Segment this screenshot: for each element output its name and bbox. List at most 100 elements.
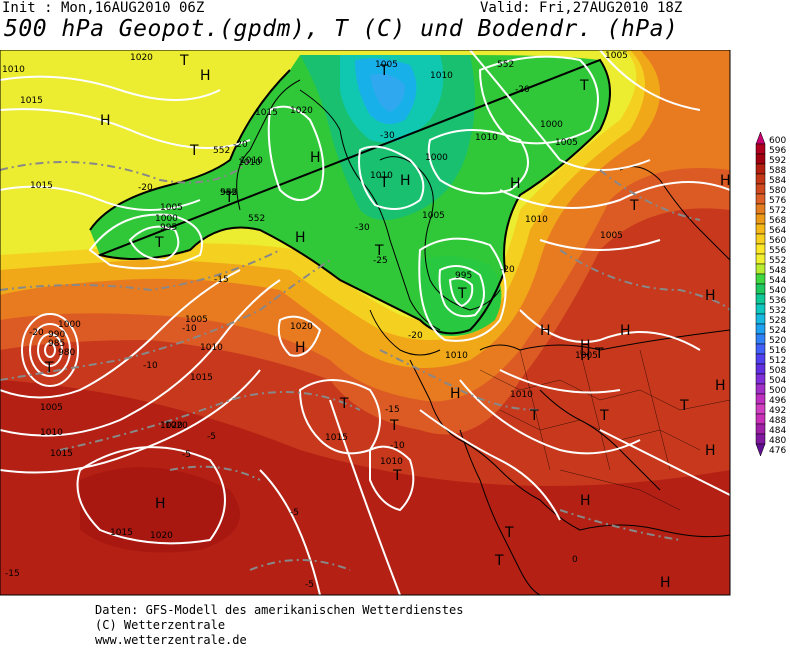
svg-text:-15: -15 — [5, 569, 20, 579]
scale-swatch — [755, 403, 766, 415]
svg-text:1020: 1020 — [130, 53, 153, 63]
svg-text:1005: 1005 — [422, 211, 445, 221]
scale-value: 580 — [769, 186, 786, 196]
svg-text:1005: 1005 — [600, 231, 623, 241]
high-label: H — [705, 288, 716, 304]
svg-text:980: 980 — [58, 348, 75, 358]
scale-value: 564 — [769, 226, 786, 236]
scale-value: 500 — [769, 386, 786, 396]
svg-text:-15: -15 — [385, 405, 400, 415]
scale-value: 508 — [769, 366, 786, 376]
scale-value: 488 — [769, 416, 786, 426]
svg-text:1020: 1020 — [160, 421, 183, 431]
high-label: H — [540, 323, 551, 339]
low-label: T — [679, 398, 689, 414]
footer-line-source: Daten: GFS-Modell des amerikanischen Wet… — [95, 603, 464, 617]
scale-swatch — [755, 343, 766, 355]
low-label: T — [389, 418, 399, 434]
svg-text:1005: 1005 — [40, 403, 63, 413]
scale-value: 592 — [769, 156, 786, 166]
svg-text:985: 985 — [48, 339, 65, 349]
scale-swatch — [755, 303, 766, 315]
valid-time: Valid: Fri,27AUG2010 18Z — [480, 0, 683, 16]
svg-text:1000: 1000 — [425, 153, 448, 163]
svg-text:1010: 1010 — [510, 390, 533, 400]
isotherms — [0, 159, 730, 571]
scale-value: 504 — [769, 376, 786, 386]
svg-text:-30: -30 — [355, 223, 370, 233]
init-time: Init : Mon,16AUG2010 06Z — [2, 0, 205, 16]
svg-text:1015: 1015 — [110, 528, 133, 538]
color-scale-legend: 6005965925885845805765725685645605565525… — [755, 131, 786, 457]
scale-swatch — [755, 143, 766, 155]
svg-text:1010: 1010 — [240, 156, 263, 166]
high-label: H — [580, 338, 591, 354]
scale-value: 484 — [769, 426, 786, 436]
scale-swatch — [755, 131, 766, 145]
high-label: H — [400, 173, 411, 189]
scale-value: 576 — [769, 196, 786, 206]
svg-text:-25: -25 — [373, 256, 388, 266]
pressure-centers: H H H H H H H H H H H H H H H H H H H T … — [44, 53, 730, 591]
scale-value: 548 — [769, 266, 786, 276]
svg-text:1010: 1010 — [200, 343, 223, 353]
svg-text:-20: -20 — [408, 331, 423, 341]
scale-swatch — [755, 413, 766, 425]
low-label: T — [44, 360, 54, 376]
scale-value: 568 — [769, 216, 786, 226]
svg-text:1005: 1005 — [375, 60, 398, 70]
svg-text:-20: -20 — [233, 140, 248, 150]
svg-text:990: 990 — [48, 330, 65, 340]
svg-text:1010: 1010 — [40, 428, 63, 438]
svg-text:1010: 1010 — [525, 215, 548, 225]
isobar-labels: 1010 1015 1015 1020 1020 1010 1005 1000 … — [2, 51, 628, 541]
temperature-labels: -20 -20 -30 -30 -25 -20 -20 -20 -15 -10 … — [5, 85, 578, 590]
scale-value: 492 — [769, 406, 786, 416]
scale-swatch — [755, 393, 766, 405]
svg-text:-5: -5 — [305, 580, 314, 590]
svg-text:1010: 1010 — [380, 457, 403, 467]
high-label: H — [620, 323, 631, 339]
svg-text:1000: 1000 — [155, 214, 178, 224]
svg-text:1020: 1020 — [290, 322, 313, 332]
low-label: T — [599, 408, 609, 424]
high-label: H — [295, 340, 306, 356]
scale-value: 512 — [769, 356, 786, 366]
low-label: T — [579, 78, 589, 94]
low-label: T — [392, 468, 402, 484]
scale-value: 528 — [769, 316, 786, 326]
svg-text:552: 552 — [213, 146, 230, 156]
scale-value: 520 — [769, 336, 786, 346]
scale-swatch — [755, 163, 766, 175]
svg-text:1010: 1010 — [370, 171, 393, 181]
scale-swatch — [755, 373, 766, 385]
scale-value: 540 — [769, 286, 786, 296]
svg-text:1015: 1015 — [20, 96, 43, 106]
svg-text:1015: 1015 — [30, 181, 53, 191]
scale-value: 560 — [769, 236, 786, 246]
scale-swatch — [755, 213, 766, 225]
svg-text:1015: 1015 — [255, 108, 278, 118]
svg-text:-5: -5 — [182, 450, 191, 460]
scale-swatch — [755, 423, 766, 435]
map-field: H H H H H H H H H H H H H H H H H H H T … — [0, 50, 730, 595]
svg-text:1000: 1000 — [58, 320, 81, 330]
svg-text:1005: 1005 — [555, 138, 578, 148]
scale-value: 496 — [769, 396, 786, 406]
scale-swatch — [755, 443, 766, 457]
scale-swatch — [755, 173, 766, 185]
isobars — [0, 50, 730, 595]
low-label: T — [189, 143, 199, 159]
scale-swatch — [755, 193, 766, 205]
scale-swatch — [755, 203, 766, 215]
svg-text:1010: 1010 — [430, 71, 453, 81]
footer-line-website[interactable]: www.wetterzentrale.de — [95, 633, 247, 647]
scale-swatch — [755, 323, 766, 335]
svg-text:1000: 1000 — [540, 120, 563, 130]
low-label: T — [224, 190, 234, 206]
high-label: H — [510, 176, 521, 192]
scale-value: 588 — [769, 166, 786, 176]
high-label: H — [715, 378, 726, 394]
high-label: H — [100, 113, 111, 129]
svg-text:1015: 1015 — [50, 449, 73, 459]
